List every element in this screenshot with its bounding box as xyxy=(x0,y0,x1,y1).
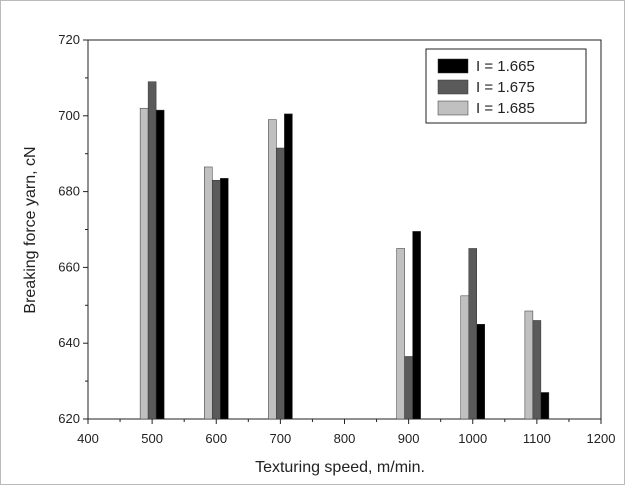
bar-1665-700 xyxy=(284,113,293,420)
bar-1685-700 xyxy=(268,119,277,420)
plot-area: 400 500 600 700 800 900 1000 1100 1200 620 640 660… xyxy=(58,32,615,446)
bar-1675-600 xyxy=(212,179,221,420)
x-axis-label: Texturing speed, m/min. xyxy=(255,459,425,476)
x-tick-label: 1100 xyxy=(523,431,551,446)
y-axis-ticks: 620 640 660 680 700 720 xyxy=(58,32,88,426)
legend-label: I = 1.675 xyxy=(476,79,535,96)
x-tick-label: 600 xyxy=(205,431,227,446)
bar-1665-1100 xyxy=(540,392,550,420)
legend-swatch xyxy=(437,100,469,116)
legend-label: I = 1.685 xyxy=(476,100,535,117)
x-tick-label: 900 xyxy=(398,431,420,446)
bar-1665-600 xyxy=(220,178,229,420)
y-tick-label: 720 xyxy=(58,32,80,47)
bar-1685-1100 xyxy=(524,310,534,420)
bar-1675-900 xyxy=(404,356,413,420)
bar-1675-500 xyxy=(147,81,157,420)
y-tick-label: 640 xyxy=(58,335,80,350)
legend: I = 1.665 I = 1.675 I = 1.685 xyxy=(425,48,587,124)
bar-1685-500 xyxy=(139,107,149,420)
bar-1685-600 xyxy=(204,166,213,420)
legend-label: I = 1.665 xyxy=(476,58,535,75)
bars-layer xyxy=(139,81,550,420)
bar-1665-900 xyxy=(412,231,421,420)
x-tick-label: 400 xyxy=(77,431,99,446)
y-axis-label: Breaking force yarn, cN xyxy=(22,146,39,313)
x-tick-label: 1000 xyxy=(458,431,487,446)
y-tick-label: 660 xyxy=(58,259,80,274)
bar-1675-700 xyxy=(276,147,285,420)
y-tick-label: 680 xyxy=(58,184,80,199)
x-axis-ticks: 400 500 600 700 800 900 1000 1100 1200 xyxy=(77,419,615,446)
bar-1665-500 xyxy=(155,109,165,420)
bar-1685-900 xyxy=(396,248,405,420)
x-tick-label: 1200 xyxy=(587,431,616,446)
x-tick-label: 700 xyxy=(270,431,292,446)
legend-swatch xyxy=(437,79,469,95)
x-tick-label: 500 xyxy=(141,431,163,446)
legend-swatch xyxy=(437,58,469,74)
bar-1665-1000 xyxy=(476,324,485,420)
y-tick-label: 700 xyxy=(58,108,80,123)
bar-1675-1100 xyxy=(532,320,542,420)
y-tick-label: 620 xyxy=(58,411,80,426)
bar-1685-1000 xyxy=(460,295,469,420)
bar-1675-1000 xyxy=(468,248,477,420)
x-tick-label: 800 xyxy=(334,431,356,446)
